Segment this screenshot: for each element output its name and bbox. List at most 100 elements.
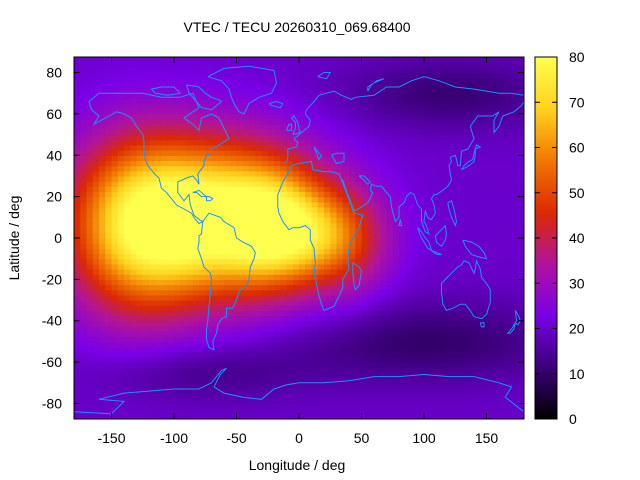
heatmap-cell	[192, 279, 200, 286]
heatmap-cell	[199, 57, 206, 63]
heatmap-cell	[161, 165, 169, 172]
heatmap-cell	[411, 377, 419, 384]
heatmap-cell	[386, 186, 394, 193]
heatmap-cell	[105, 139, 113, 146]
heatmap-cell	[86, 408, 94, 415]
heatmap-cell	[149, 362, 156, 368]
heatmap-cell	[486, 382, 494, 389]
heatmap-cell	[424, 88, 431, 94]
heatmap-cell	[324, 98, 331, 105]
heatmap-cell	[249, 155, 256, 162]
heatmap-cell	[267, 356, 275, 363]
heatmap-cell	[505, 160, 513, 167]
heatmap-cell	[161, 93, 169, 99]
heatmap-cell	[224, 196, 231, 203]
heatmap-cell	[249, 181, 256, 187]
heatmap-cell	[236, 300, 244, 306]
heatmap-cell	[124, 108, 131, 115]
heatmap-cell	[180, 238, 188, 244]
heatmap-cell	[442, 346, 450, 353]
heatmap-cell	[386, 181, 394, 187]
heatmap-cell	[449, 98, 456, 105]
heatmap-cell	[167, 144, 175, 151]
heatmap-cell	[249, 351, 256, 358]
heatmap-cell	[124, 284, 131, 291]
heatmap-cell	[199, 67, 206, 74]
heatmap-cell	[399, 408, 406, 415]
heatmap-cell	[405, 331, 413, 337]
heatmap-cell	[405, 408, 413, 415]
heatmap-cell	[399, 269, 406, 275]
heatmap-cell	[280, 155, 288, 162]
heatmap-cell	[499, 206, 506, 213]
heatmap-cell	[242, 217, 250, 224]
heatmap-cell	[205, 139, 213, 146]
heatmap-cell	[274, 206, 281, 213]
heatmap-cell	[92, 175, 100, 182]
heatmap-cell	[386, 82, 394, 89]
heatmap-cell	[374, 243, 381, 249]
heatmap-cell	[380, 289, 388, 296]
heatmap-cell	[474, 170, 481, 177]
heatmap-cell	[449, 191, 456, 198]
heatmap-cell	[367, 315, 375, 322]
heatmap-cell	[130, 253, 138, 260]
heatmap-cell	[155, 62, 163, 68]
heatmap-cell	[255, 315, 263, 322]
heatmap-cell	[242, 305, 250, 311]
heatmap-cell	[199, 387, 206, 394]
heatmap-cell	[155, 82, 163, 89]
heatmap-cell	[99, 139, 106, 146]
heatmap-cell	[136, 82, 144, 89]
heatmap-cell	[236, 403, 244, 410]
heatmap-cell	[355, 403, 363, 410]
heatmap-cell	[305, 258, 313, 265]
heatmap-cell	[305, 144, 313, 151]
heatmap-cell	[130, 181, 138, 187]
heatmap-cell	[486, 160, 494, 167]
heatmap-cell	[92, 119, 100, 125]
heatmap-cell	[455, 393, 463, 399]
heatmap-cell	[86, 88, 94, 94]
heatmap-cell	[117, 57, 125, 63]
heatmap-cell	[117, 372, 125, 379]
heatmap-cell	[424, 284, 431, 291]
heatmap-cell	[136, 367, 144, 374]
heatmap-cell	[117, 77, 125, 84]
heatmap-cell	[180, 232, 188, 239]
heatmap-cell	[274, 263, 281, 270]
heatmap-cell	[280, 119, 288, 125]
heatmap-cell	[124, 77, 131, 84]
heatmap-cell	[417, 325, 425, 332]
heatmap-cell	[205, 119, 213, 125]
heatmap-cell	[211, 206, 219, 213]
heatmap-cell	[230, 413, 238, 419]
heatmap-cell	[305, 315, 313, 322]
heatmap-cell	[424, 139, 431, 146]
heatmap-cell	[105, 258, 113, 265]
heatmap-cell	[399, 186, 406, 193]
heatmap-cell	[480, 108, 488, 115]
heatmap-cell	[317, 165, 325, 172]
heatmap-cell	[442, 408, 450, 415]
heatmap-cell	[117, 279, 125, 286]
heatmap-cell	[167, 77, 175, 84]
heatmap-cell	[436, 232, 444, 239]
heatmap-cell	[380, 367, 388, 374]
heatmap-cell	[124, 274, 131, 280]
heatmap-cell	[405, 155, 413, 162]
heatmap-cell	[236, 320, 244, 327]
heatmap-cell	[399, 243, 406, 249]
heatmap-cell	[505, 175, 513, 182]
heatmap-cell	[111, 82, 119, 89]
heatmap-cell	[242, 310, 250, 317]
heatmap-cell	[342, 217, 350, 224]
heatmap-cell	[242, 119, 250, 125]
heatmap-cell	[399, 77, 406, 84]
heatmap-cell	[292, 248, 300, 255]
heatmap-cell	[361, 362, 369, 368]
heatmap-cell	[161, 119, 169, 125]
heatmap-cell	[517, 408, 524, 415]
heatmap-cell	[436, 134, 444, 141]
heatmap-cell	[474, 413, 481, 419]
